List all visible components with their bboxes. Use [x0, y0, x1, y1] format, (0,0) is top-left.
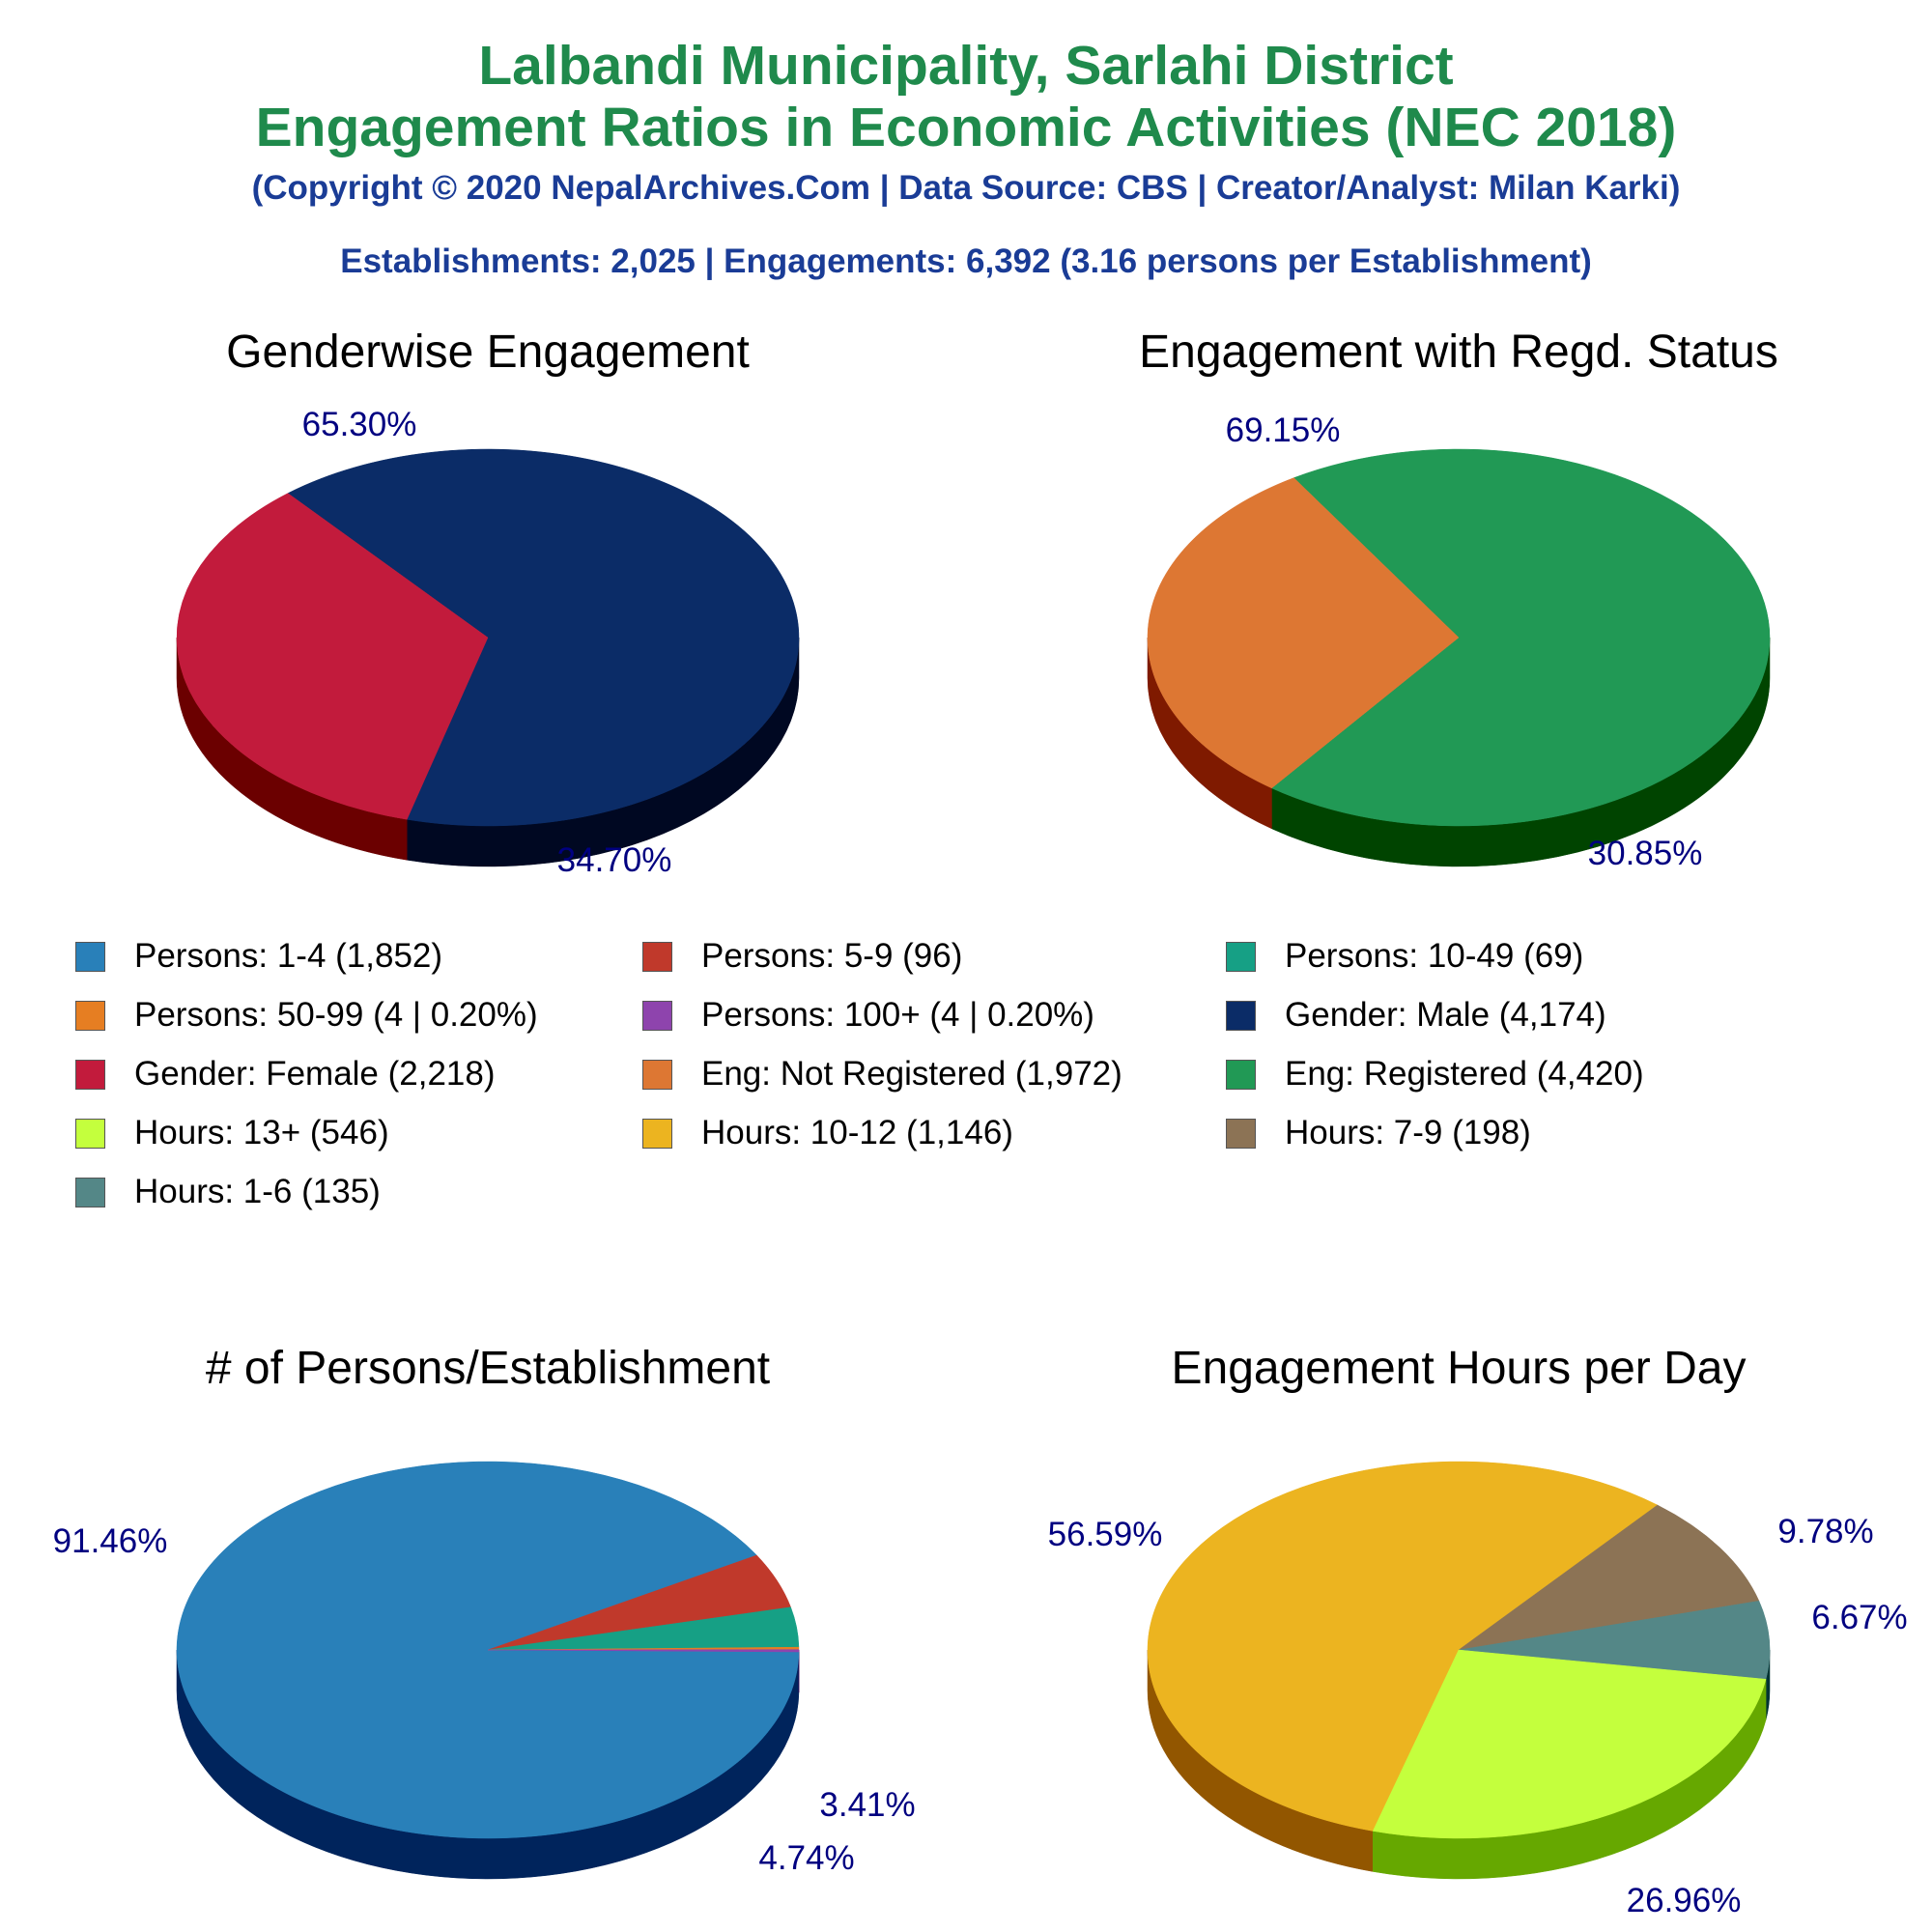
- legend-swatch: [1226, 1000, 1256, 1031]
- legend-item: Gender: Male (4,174): [1226, 991, 1606, 1039]
- legend-item: Persons: 50-99 (4 | 0.20%): [75, 991, 538, 1039]
- legend-item: Persons: 10-49 (69): [1226, 932, 1583, 980]
- legend-swatch: [75, 1118, 105, 1149]
- legend-item: Eng: Registered (4,420): [1226, 1050, 1644, 1098]
- legend-swatch: [1226, 1059, 1256, 1090]
- pie-slice: [287, 448, 800, 827]
- legend-swatch: [75, 1000, 105, 1031]
- pie-percent-label: 34.70%: [557, 841, 672, 879]
- pie-slice: [1147, 1461, 1659, 1832]
- legend-swatch: [1226, 1118, 1256, 1149]
- legend-label: Persons: 100+ (4 | 0.20%): [701, 996, 1094, 1034]
- legend-label: Gender: Female (2,218): [134, 1055, 496, 1093]
- legend-swatch: [1226, 941, 1256, 972]
- legend-item: Persons: 1-4 (1,852): [75, 932, 442, 980]
- pie-percent-label: 3.41%: [819, 1786, 915, 1824]
- legend-label: Persons: 5-9 (96): [701, 937, 963, 975]
- pie-percent-label: 26.96%: [1627, 1882, 1742, 1919]
- legend-item: Hours: 10-12 (1,146): [642, 1109, 1013, 1157]
- legend-label: Gender: Male (4,174): [1285, 996, 1606, 1034]
- legend-swatch: [642, 941, 672, 972]
- pie-percent-label: 4.74%: [758, 1839, 854, 1877]
- legend-label: Hours: 1-6 (135): [134, 1173, 381, 1210]
- legend-label: Hours: 7-9 (198): [1285, 1114, 1531, 1151]
- legend-swatch: [75, 1059, 105, 1090]
- pie-slice: [1271, 448, 1771, 827]
- legend-item: Hours: 13+ (546): [75, 1109, 389, 1157]
- legend-label: Eng: Registered (4,420): [1285, 1055, 1644, 1093]
- pie-title: Engagement Hours per Day: [1172, 1343, 1747, 1394]
- legend-item: Gender: Female (2,218): [75, 1050, 496, 1098]
- pie-slice: [1372, 1649, 1767, 1839]
- legend-label: Persons: 10-49 (69): [1285, 937, 1584, 975]
- pie-slice: [487, 1649, 800, 1653]
- pie-slice: [1147, 477, 1460, 789]
- pie-title: # of Persons/Establishment: [206, 1343, 770, 1394]
- pie-slice: [1458, 1601, 1771, 1680]
- pie-percent-label: 9.78%: [1777, 1513, 1873, 1550]
- legend-item: Hours: 7-9 (198): [1226, 1109, 1531, 1157]
- legend-item: Hours: 1-6 (135): [75, 1168, 381, 1216]
- legend-swatch: [642, 1118, 672, 1149]
- pie-percent-label: 6.67%: [1811, 1599, 1907, 1636]
- pie-percent-label: 30.85%: [1588, 835, 1703, 872]
- pie-percent-label: 65.30%: [302, 406, 417, 443]
- pie-percent-label: 91.46%: [53, 1522, 168, 1560]
- legend-swatch: [75, 941, 105, 972]
- legend-swatch: [75, 1177, 105, 1208]
- pie-title: Engagement with Regd. Status: [1139, 327, 1778, 378]
- legend-item: Persons: 100+ (4 | 0.20%): [642, 991, 1094, 1039]
- legend-item: Persons: 5-9 (96): [642, 932, 962, 980]
- legend-label: Eng: Not Registered (1,972): [701, 1055, 1122, 1093]
- chart-title-line-2: Engagement Ratios in Economic Activities…: [255, 97, 1677, 158]
- pie-slice: [176, 493, 489, 820]
- pie-title: Genderwise Engagement: [226, 327, 750, 378]
- pie-slice: [1458, 1504, 1760, 1651]
- legend-swatch: [642, 1059, 672, 1090]
- chart-title-line-1: Lalbandi Municipality, Sarlahi District: [478, 35, 1454, 97]
- pie-percent-label: 56.59%: [1048, 1516, 1163, 1553]
- legend-label: Hours: 13+ (546): [134, 1114, 389, 1151]
- copyright-line: (Copyright © 2020 NepalArchives.Com | Da…: [251, 169, 1681, 207]
- legend-label: Persons: 1-4 (1,852): [134, 937, 443, 975]
- legend-label: Persons: 50-99 (4 | 0.20%): [134, 996, 538, 1034]
- summary-line: Establishments: 2,025 | Engagements: 6,3…: [340, 242, 1592, 280]
- legend-item: Eng: Not Registered (1,972): [642, 1050, 1122, 1098]
- pie-percent-label: 69.15%: [1226, 412, 1341, 449]
- legend-swatch: [642, 1000, 672, 1031]
- legend-label: Hours: 10-12 (1,146): [701, 1114, 1013, 1151]
